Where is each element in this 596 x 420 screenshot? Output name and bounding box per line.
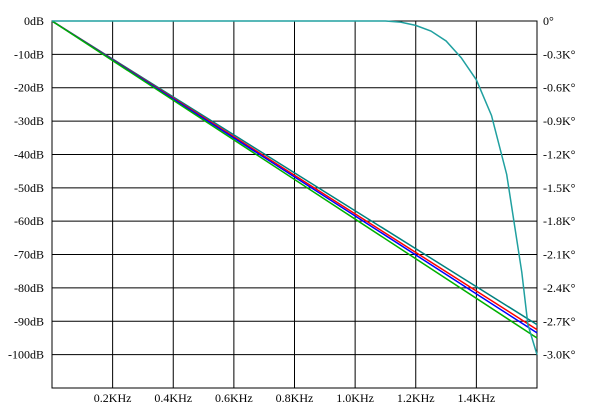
x-tick-label: 0.8KHz [276, 391, 314, 405]
y-right-tick-label: -2.4K° [543, 281, 576, 295]
y-left-tick-label: -70dB [14, 248, 44, 262]
y-left-tick-label: 0dB [24, 14, 44, 28]
left-axis-ticks: 0dB -10dB -20dB -30dB -40dB -50dB -60dB -70dB -8… [8, 14, 44, 362]
y-left-tick-label: -60dB [14, 214, 44, 228]
y-left-tick-label: -40dB [14, 147, 44, 161]
magnitude-series-line [51, 20, 538, 339]
y-left-tick-label: -100dB [8, 348, 44, 362]
y-right-tick-label: -2.7K° [543, 314, 576, 328]
y-left-tick-label: -30dB [14, 114, 44, 128]
x-tick-label: 0.2KHz [94, 391, 132, 405]
phase-series-line [52, 20, 538, 355]
x-tick-label: 1.2KHz [397, 391, 435, 405]
y-left-tick-label: -20dB [14, 81, 44, 95]
x-tick-label: 1.0KHz [336, 391, 374, 405]
y-left-tick-label: -90dB [14, 314, 44, 328]
y-right-tick-label: -2.1K° [543, 248, 576, 262]
x-tick-label: 0.6KHz [215, 391, 253, 405]
grid [52, 20, 537, 388]
y-right-tick-label: -0.3K° [543, 47, 576, 61]
right-axis-ticks: 0° -0.3K° -0.6K° -0.9K° -1.2K° -1.5K° -1.8K° -2… [543, 14, 576, 362]
y-left-tick-label: -80dB [14, 281, 44, 295]
x-tick-label: 1.4KHz [458, 391, 496, 405]
series-group [51, 20, 538, 355]
x-axis-ticks: 0.2KHz 0.4KHz 0.6KHz 0.8KHz 1.0KHz 1.2KHz 1.4K… [94, 391, 495, 405]
y-left-tick-label: -50dB [14, 181, 44, 195]
y-right-tick-label: -0.6K° [543, 81, 576, 95]
y-right-tick-label: -1.5K° [543, 181, 576, 195]
x-tick-label: 0.4KHz [154, 391, 192, 405]
y-right-tick-label: -0.9K° [543, 114, 576, 128]
y-right-tick-label: 0° [543, 14, 554, 28]
y-left-tick-label: -10dB [14, 47, 44, 61]
y-right-tick-label: -1.8K° [543, 214, 576, 228]
y-right-tick-label: -1.2K° [543, 147, 576, 161]
y-right-tick-label: -3.0K° [543, 348, 576, 362]
